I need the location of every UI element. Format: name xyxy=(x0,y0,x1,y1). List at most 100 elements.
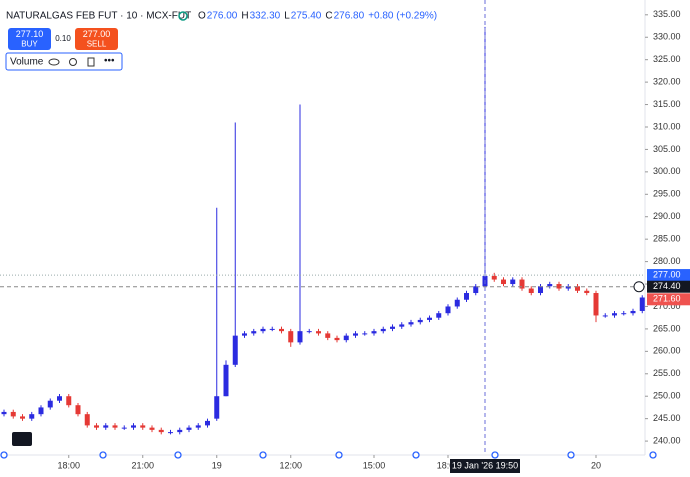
event-marker xyxy=(412,451,420,459)
candle-body xyxy=(316,331,321,334)
delete-icon[interactable] xyxy=(87,57,95,67)
candle-body xyxy=(399,324,405,327)
y-tick-label: 335.00 xyxy=(653,9,681,19)
y-tick-label: 270.00 xyxy=(653,301,681,311)
candle-body xyxy=(306,331,312,333)
status-dot xyxy=(178,11,188,21)
legend-value: 275.40 xyxy=(291,11,322,22)
legend-value: 276.80 xyxy=(334,11,365,22)
candle-body xyxy=(84,414,90,426)
candle-body xyxy=(1,411,7,415)
x-tick-label: 19 xyxy=(212,460,222,470)
y-tick-label: 290.00 xyxy=(653,211,681,221)
x-tick-label: 15:00 xyxy=(363,460,386,470)
sell-button[interactable] xyxy=(75,28,118,50)
tv-logo xyxy=(12,432,32,446)
candle-body xyxy=(343,335,349,341)
y-tick-label: 305.00 xyxy=(653,144,681,154)
candle-body xyxy=(186,427,192,430)
candle-body xyxy=(57,396,62,401)
y-tick-label: 330.00 xyxy=(653,32,681,42)
x-tick-label: 12:00 xyxy=(279,460,302,470)
candle-body xyxy=(593,293,599,316)
event-marker xyxy=(99,451,107,459)
legend-key: O xyxy=(198,11,206,22)
event-marker xyxy=(335,451,343,459)
candle-body xyxy=(427,317,432,320)
eye-icon[interactable] xyxy=(48,58,60,66)
event-marker xyxy=(259,451,267,459)
candle-body xyxy=(436,313,442,318)
candle-body xyxy=(103,425,109,428)
candle-body xyxy=(510,279,516,285)
price-tag-label: 271.60 xyxy=(653,294,681,304)
crosshair-price-bg xyxy=(647,280,690,293)
indicator-name: Volume xyxy=(10,57,44,68)
spread: 0.10 xyxy=(55,34,71,43)
candle-body xyxy=(612,313,617,316)
candle-body xyxy=(223,364,229,397)
candle-body xyxy=(288,331,294,343)
x-tick-label: 21:00 xyxy=(131,460,154,470)
legend-key: H xyxy=(241,11,248,22)
candle-body xyxy=(112,425,118,428)
candle-body xyxy=(29,414,35,419)
candle-body xyxy=(639,297,645,311)
candle-body xyxy=(205,420,210,426)
legend-value: 332.30 xyxy=(250,11,281,22)
crosshair-time-bg xyxy=(450,459,520,473)
candle-body xyxy=(547,284,553,287)
candle-body xyxy=(408,322,414,325)
buy-button[interactable] xyxy=(8,28,51,50)
symbol: NATURALGAS FEB FUT · 10 · MCX-FUT xyxy=(6,11,191,22)
y-tick-label: 250.00 xyxy=(653,391,681,401)
candle-body xyxy=(556,284,562,289)
candle-body xyxy=(177,429,183,433)
event-marker xyxy=(174,451,182,459)
candle-body xyxy=(47,400,53,408)
candle-body xyxy=(242,333,247,336)
y-tick-label: 300.00 xyxy=(653,166,681,176)
candle-body xyxy=(390,326,395,329)
candle-body xyxy=(630,310,636,314)
x-tick-label: 18:00 xyxy=(57,460,80,470)
candle-body xyxy=(297,331,303,343)
ohlc-legend: O 276.00 H 332.30 L 275.40 C 276.80 +0.80 (+0.29… xyxy=(198,11,437,22)
candle-body xyxy=(260,328,266,332)
candle-body xyxy=(454,299,460,307)
sell-price: 277.00 xyxy=(83,29,111,39)
y-tick-label: 280.00 xyxy=(653,256,681,266)
event-marker xyxy=(567,451,575,459)
candle-body xyxy=(140,425,146,428)
candle-body xyxy=(473,286,479,294)
crosshair-time: 19 Jan '26 19:50 xyxy=(452,460,518,470)
candle-body xyxy=(519,279,525,289)
more-icon[interactable]: ••• xyxy=(104,56,115,67)
buy-price: 277.10 xyxy=(16,29,44,39)
x-tick-label: 18:00 xyxy=(437,460,460,470)
candle-body xyxy=(168,432,173,434)
candle-body xyxy=(445,306,451,314)
y-tick-label: 255.00 xyxy=(653,368,681,378)
crosshair-price: 274.40 xyxy=(653,281,681,291)
settings-icon[interactable] xyxy=(69,58,77,66)
price-tag-label: 277.00 xyxy=(653,269,681,279)
candle-body xyxy=(269,328,275,330)
event-marker xyxy=(0,451,8,459)
y-tick-label: 320.00 xyxy=(653,76,681,86)
candle-body xyxy=(584,290,590,294)
y-tick-label: 295.00 xyxy=(653,189,681,199)
candle-body xyxy=(66,396,72,406)
y-tick-label: 315.00 xyxy=(653,99,681,109)
y-tick-label: 310.00 xyxy=(653,121,681,131)
x-tick-label: 20 xyxy=(591,460,601,470)
candle-body xyxy=(528,288,534,294)
price-tag xyxy=(647,293,690,306)
candle-body xyxy=(371,331,377,334)
buy-label: BUY xyxy=(21,40,38,49)
candle-body xyxy=(334,337,340,341)
legend-value: +0.80 (+0.29%) xyxy=(368,11,437,22)
